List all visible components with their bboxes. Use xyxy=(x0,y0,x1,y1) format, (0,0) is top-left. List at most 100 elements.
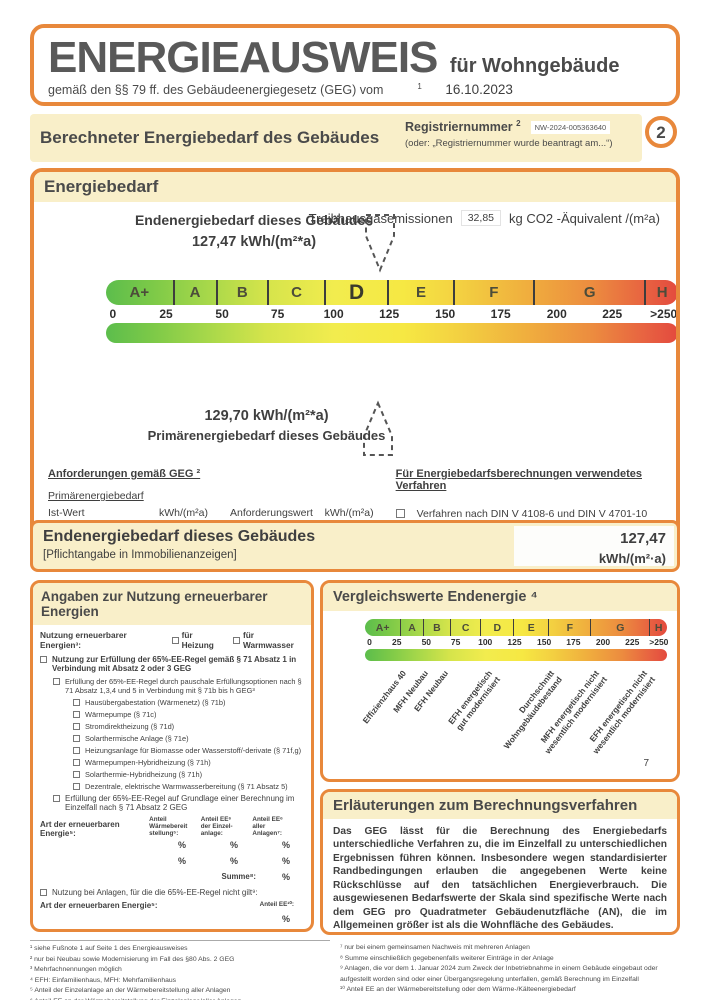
energy-scale: A+ A B C D E F G H 0 25 50 75 100 125 15… xyxy=(106,280,678,343)
sub-option-row: Wärmepumpe (§ 71c) xyxy=(73,710,304,719)
einzelfall-row: Erfüllung der 65%-EE-Regel auf Grundlage… xyxy=(53,794,304,812)
marker-down-arrow xyxy=(365,214,395,273)
unit-label: kWh/(m²a) xyxy=(324,507,374,519)
title-box: ENERGIEAUSWEIS für Wohngebäude gemäß den… xyxy=(30,24,680,106)
scale-tick: 150 xyxy=(435,307,456,321)
footnote: ⁵ Anteil der Einzelanlage an der Wärmebe… xyxy=(30,987,231,995)
sub-option-row: Dezentrale, elektrische Warmwasserbereit… xyxy=(73,782,304,791)
footnote-ref-2: 2 xyxy=(516,119,521,128)
scale-letter: E xyxy=(389,280,455,305)
marker-up-arrow xyxy=(363,400,393,456)
ghg-label: Treibhausgasemissionen xyxy=(308,210,453,226)
warmwasser-label: für Warmwasser xyxy=(242,630,294,650)
footnote: ¹⁰ Anteil EE an der Wärmebereitstellung … xyxy=(340,986,576,994)
pauschal-label: Erfüllung der 65%-EE-Regel durch pauscha… xyxy=(65,677,302,695)
ist-wert-row: Ist-Wert kWh/(m²a) Anforderungswert kWh/… xyxy=(48,507,374,519)
scale-tick: 75 xyxy=(270,307,285,321)
scale-letter: C xyxy=(269,280,327,305)
checkbox-waermepumpe[interactable] xyxy=(73,711,80,718)
checkbox-rule65[interactable] xyxy=(40,656,47,663)
rule65-row: Nutzung zur Erfüllung der 65%-EE-Regel g… xyxy=(40,655,304,673)
ghg-value: 32,85 xyxy=(460,210,501,226)
checkbox-stromdirekt[interactable] xyxy=(73,723,80,730)
endenergie-label: Endenergiebedarf dieses Gebäudes xyxy=(134,212,374,228)
unit-label: kWh/(m²a) xyxy=(159,507,208,519)
endenergie-label-block: Endenergiebedarf dieses Gebäudes 127,47 … xyxy=(129,212,379,250)
checkbox-pauschal[interactable] xyxy=(53,678,60,685)
heizung-label: für Heizung xyxy=(181,630,214,650)
art-energie-row2: Art der erneuerbaren Energie⁵: Anteil EE… xyxy=(40,901,304,910)
erneuerbare-header: Angaben zur Nutzung erneuerbarer Energie… xyxy=(33,583,311,625)
sub-option-row: Heizungsanlage für Biomasse oder Wassers… xyxy=(73,746,304,755)
vergleichswerte-box: Vergleichswerte Endenergie ⁴ A+ A B C D … xyxy=(320,580,680,782)
vergleichswerte-header: Vergleichswerte Endenergie ⁴ xyxy=(323,583,677,611)
document-title: ENERGIEAUSWEIS xyxy=(48,33,438,82)
footnote: ⁹ Anlagen, die vor dem 1. Januar 2024 zu… xyxy=(340,965,658,983)
scale-tick: 175 xyxy=(490,307,511,321)
checkbox-biomasse[interactable] xyxy=(73,747,80,754)
checkbox-nichtgilt[interactable] xyxy=(40,888,47,896)
summe-row: Summe⁸:% xyxy=(221,871,290,882)
checkbox-warmwasser[interactable] xyxy=(232,636,240,644)
scale-tick: 0 xyxy=(109,307,117,321)
checkbox-heizung[interactable] xyxy=(171,636,179,644)
erlaeuterungen-box: Erläuterungen zum Berechnungsverfahren D… xyxy=(320,789,680,935)
footnotes: ¹ siehe Fußnote 1 auf Seite 1 des Energi… xyxy=(30,940,680,1000)
checkbox-dezentral[interactable] xyxy=(73,783,80,790)
footnotes-right: ⁷ nur bei einem gemeinsamen Nachweis mit… xyxy=(340,940,680,1000)
checkbox-st-hybrid[interactable] xyxy=(73,771,80,778)
checkbox-din4108[interactable] xyxy=(395,509,405,518)
sub-option-row: Solarthermische Anlage (§ 71e) xyxy=(73,734,304,743)
endbar-subtitle: [Pflichtangabe in Immobilienanzeigen] xyxy=(43,549,237,561)
endbar-value-box: 127,47 kWh/(m²·a) xyxy=(514,526,674,566)
anteil-ee-label: Anteil EE¹⁰: xyxy=(259,900,294,908)
footnote: ² nur bei Neubau sowie Modernisierung im… xyxy=(30,955,235,963)
vergleich-tick-row: 0 25 50 75 100 125 150 175 200 225 >250 xyxy=(365,636,668,649)
footnotes-left: ¹ siehe Fußnote 1 auf Seite 1 des Energi… xyxy=(30,940,330,1000)
anteil-table-head: Art der erneuerbaren Energie⁵: Anteil Wä… xyxy=(40,816,283,838)
primaerenergie-value: 129,70 kWh/(m²*a) xyxy=(204,408,329,424)
vergleich-lower-bar xyxy=(365,649,667,661)
erlaeuterungen-body: Das GEG lässt für die Berechnung des Ene… xyxy=(333,826,667,932)
checkbox-solarthermie[interactable] xyxy=(73,735,80,742)
pauschal-row: Erfüllung der 65%-EE-Regel durch pauscha… xyxy=(53,677,304,695)
footnote: ⁶ Anteil EE an der Wärmebereitstellung d… xyxy=(30,997,330,1000)
anforderungen-title: Anforderungen gemäß GEG ² xyxy=(48,468,201,480)
footnote-ref-1: 1 xyxy=(417,82,422,91)
scale-letter: F xyxy=(455,280,535,305)
sub-option-row: Hausübergabestation (Wärmenetz) (§ 71b) xyxy=(73,698,304,707)
anteil-row: %%% xyxy=(177,855,290,866)
verfahren-item: Verfahren nach DIN V 4108-6 und DIN V 47… xyxy=(395,508,666,520)
scale-tick: 25 xyxy=(159,307,173,321)
energiebedarf-box: Energiebedarf Treibhausgasemissionen 32,… xyxy=(30,168,680,572)
document-subtitle: für Wohngebäude xyxy=(449,55,620,77)
primaerenergie-label-block: 129,70 kWh/(m²*a) Primärenergiebedarf di… xyxy=(144,408,389,443)
einzelfall-label: Erfüllung der 65%-EE-Regel auf Grundlage… xyxy=(65,794,295,812)
anforderungswert-label: Anforderungswert xyxy=(230,507,313,519)
scale-tick: >250 xyxy=(650,307,678,321)
section-band: Berechneter Energiebedarf des Gebäudes R… xyxy=(30,114,642,162)
scale-tick: 200 xyxy=(546,307,567,321)
scale-tick: 125 xyxy=(379,307,400,321)
nutzung-ee-row: Nutzung erneuerbarer Energien³: für Heiz… xyxy=(40,630,304,650)
footnote: ⁸ Summe einschließlich gegebenenfalls we… xyxy=(340,954,554,962)
ghg-unit: kg CO2 -Äquivalent /(m²a) xyxy=(509,210,660,226)
energiebedarf-header: Energiebedarf xyxy=(34,172,676,202)
primaerenergie-label: Primärenergiebedarf dieses Gebäudes xyxy=(147,428,386,443)
checkbox-wp-hybrid[interactable] xyxy=(73,759,80,766)
anteil-row: % xyxy=(40,930,304,932)
footnote-ref-7: 7 xyxy=(643,758,649,769)
checkbox-hausuebergabe[interactable] xyxy=(73,699,80,706)
nichtgilt-row: Nutzung bei Anlagen, für die die 65%-EE-… xyxy=(40,888,304,897)
scale-tick: 225 xyxy=(602,307,623,321)
footnote: ⁴ EFH: Einfamilienhaus, MFH: Mehrfamilie… xyxy=(30,976,177,984)
vergleich-scale: A+ A B C D E F G H 0 25 50 75 100 125 15… xyxy=(365,619,668,661)
footnote: ¹ siehe Fußnote 1 auf Seite 1 des Energi… xyxy=(30,945,188,952)
endbar-title: Endenergiebedarf dieses Gebäudes xyxy=(43,528,316,545)
checkbox-einzelfall[interactable] xyxy=(53,795,60,802)
nichtgilt-label: Nutzung bei Anlagen, für die die 65%-EE-… xyxy=(52,887,258,897)
ghg-line: Treibhausgasemissionen 32,85 kg CO2 -Äqu… xyxy=(309,210,660,226)
registration-number: NW-2024-005363640 xyxy=(530,121,611,134)
scale-letter: H xyxy=(656,284,668,301)
